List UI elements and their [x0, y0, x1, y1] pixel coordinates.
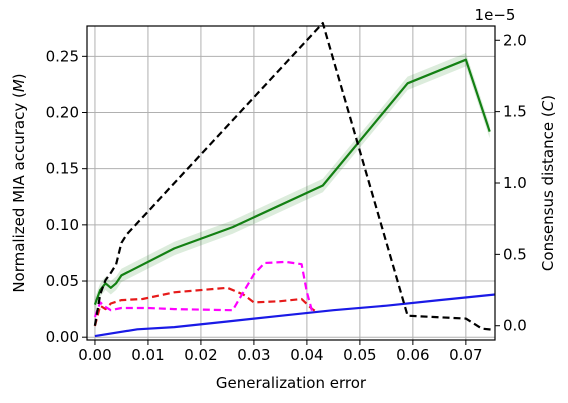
y-left-tick-label: 0.15: [46, 160, 79, 178]
series-1-line: [93, 58, 491, 305]
x-tick-label: 0.01: [131, 346, 164, 364]
left-y-axis-label: Normalized MIA accuracy (M): [10, 73, 28, 292]
right-axis-offset-text: 1e−5: [475, 6, 516, 24]
y-right-tick-label: 1.5: [503, 103, 527, 121]
y-left-tick-label: 0.00: [46, 328, 79, 346]
y-left-tick-label: 0.20: [46, 104, 79, 122]
y-right-tick-label: 0.5: [503, 245, 527, 263]
x-tick-label: 0.05: [343, 346, 376, 364]
y-right-tick-label: 2.0: [503, 31, 527, 49]
ticks-layer: 0.00 0.01 0.02 0.03 0.04 0.05 0.06 0.07 0.00 0.05…: [46, 31, 527, 364]
y-right-tick-label: 1.0: [503, 174, 527, 192]
x-tick-label: 0.07: [449, 346, 482, 364]
x-axis-label: Generalization error: [216, 374, 367, 392]
right-y-axis-label: Consensus distance (C): [539, 95, 557, 271]
series-4-line: [93, 22, 496, 332]
y-left-tick-label: 0.10: [46, 216, 79, 234]
grid-layer: [87, 26, 495, 340]
series-layer: [93, 22, 496, 338]
x-tick-label: 0.02: [184, 346, 217, 364]
series-3-line: [93, 260, 314, 318]
x-tick-label: 0.00: [78, 346, 111, 364]
y-left-tick-label: 0.05: [46, 272, 79, 290]
y-right-tick-label: 0.0: [503, 317, 527, 335]
x-tick-label: 0.03: [237, 346, 270, 364]
x-tick-label: 0.04: [290, 346, 323, 364]
y-left-tick-label: 0.25: [46, 47, 79, 65]
series-1-band: [94, 53, 490, 312]
series-0-line: [94, 293, 496, 338]
x-tick-label: 0.06: [396, 346, 429, 364]
